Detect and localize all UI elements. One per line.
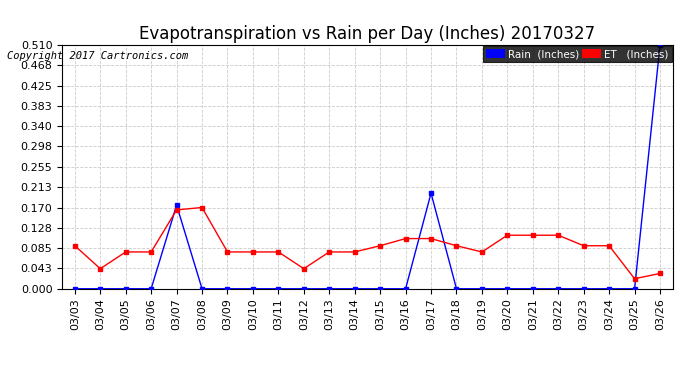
Legend: Rain  (Inches), ET   (Inches): Rain (Inches), ET (Inches) [483,46,671,62]
Title: Evapotranspiration vs Rain per Day (Inches) 20170327: Evapotranspiration vs Rain per Day (Inch… [139,26,595,44]
Text: Copyright 2017 Cartronics.com: Copyright 2017 Cartronics.com [7,51,188,61]
